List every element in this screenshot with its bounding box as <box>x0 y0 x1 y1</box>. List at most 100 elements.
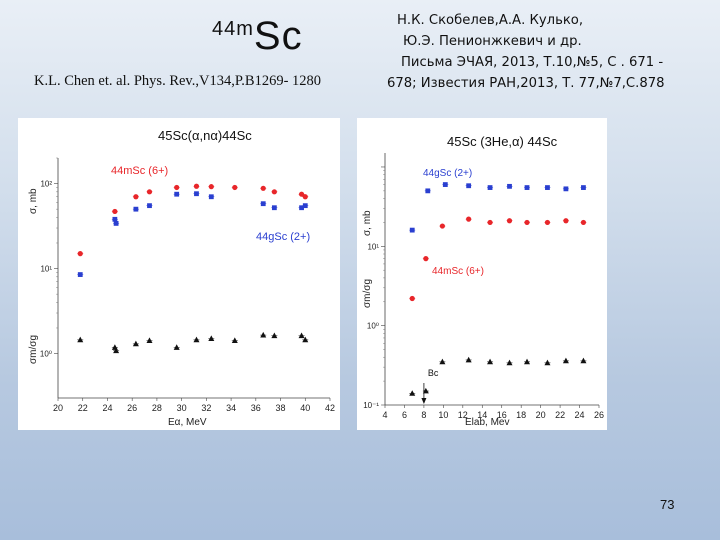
data-point <box>173 344 180 350</box>
page-number: 73 <box>660 497 675 512</box>
data-point <box>409 295 415 302</box>
data-point <box>299 205 304 211</box>
chart-right: 4 6 8 10 12 14 16 18 20 22 24 26 10⁻¹ 10⁰ 10¹ 45Sc (3He… <box>357 118 607 430</box>
y-axis-label-bottom: σm/σg <box>362 279 373 308</box>
x-tick-label: 24 <box>575 410 585 420</box>
x-tick-label: 12 <box>458 410 468 420</box>
x-tick-label: 30 <box>177 403 187 413</box>
y-tick-label: 10² <box>40 180 52 189</box>
data-point <box>580 357 587 364</box>
x-tick-label: 34 <box>226 403 236 413</box>
data-point <box>132 340 139 347</box>
data-point <box>409 390 416 396</box>
data-point <box>506 359 513 366</box>
data-point <box>133 206 139 212</box>
series-label-metastable: 44mSc (6+) <box>432 266 484 277</box>
data-point <box>524 219 530 226</box>
data-point <box>544 219 551 226</box>
chart-right-svg: 4 6 8 10 12 14 16 18 20 22 24 26 10⁻¹ 10⁰ 10¹ 45Sc (3He… <box>362 134 604 428</box>
y-axis-label-top: σ, mb <box>362 210 373 236</box>
data-point <box>465 356 472 363</box>
y-tick-label: 10¹ <box>367 242 379 251</box>
data-point <box>146 189 153 195</box>
reference-right-line: Письма ЭЧАЯ, 2013, Т.10,№5, С . 671 - <box>401 55 664 70</box>
data-point <box>260 331 267 338</box>
data-point <box>113 221 119 226</box>
data-point <box>77 272 83 277</box>
chart-title: 45Sc(α,nα)44Sc <box>158 128 252 143</box>
data-point <box>146 337 153 344</box>
x-tick-label: 36 <box>251 403 261 413</box>
series-label-metastable: 44mSc (6+) <box>111 165 168 177</box>
chart-title: 45Sc (3He,α) 44Sc <box>447 134 558 149</box>
x-axis-label: Eα, MeV <box>168 417 207 428</box>
x-tick-label: 24 <box>102 403 112 413</box>
data-point <box>77 251 83 257</box>
reference-right-line: Ю.Э. Пенионжкевич и др. <box>403 34 582 49</box>
data-point <box>466 183 472 189</box>
x-tick-label: 26 <box>594 410 604 420</box>
annotation-label: Bc <box>428 368 439 378</box>
data-point <box>562 357 569 364</box>
data-point <box>409 227 415 233</box>
data-point <box>77 336 84 343</box>
x-tick-label: 16 <box>497 410 507 420</box>
data-point <box>271 332 278 339</box>
data-point <box>544 359 551 366</box>
reference-right-line: 678; Известия РАН,2013, Т. 77,№7,С.878 <box>387 76 665 91</box>
x-tick-label: 20 <box>536 410 546 420</box>
data-point <box>298 332 305 339</box>
data-point <box>563 218 569 224</box>
annotation-arrowhead <box>421 398 427 404</box>
y-tick-label: 10⁻¹ <box>363 401 379 410</box>
x-axis-label: Elab, Mev <box>465 417 509 428</box>
data-point <box>112 216 118 222</box>
data-point <box>302 203 308 209</box>
x-tick-label: 20 <box>53 403 63 413</box>
data-point <box>487 219 493 226</box>
reference-right-line: Н.К. Скобелев,А.А. Кулько, <box>397 13 584 28</box>
data-point <box>487 358 494 365</box>
data-point <box>423 256 429 262</box>
data-point <box>174 184 180 191</box>
chart-left: 20 22 24 26 28 30 32 34 36 38 40 42 10⁰ 10¹ 10² 45Sc(α,… <box>18 118 340 430</box>
data-point <box>260 185 266 191</box>
data-point <box>260 201 266 207</box>
data-point <box>147 203 152 209</box>
data-point <box>422 387 429 394</box>
title-superscript: 44m <box>212 18 254 40</box>
x-tick-label: 28 <box>152 403 162 413</box>
data-point <box>302 336 309 343</box>
data-point <box>208 335 215 341</box>
data-point <box>194 191 199 197</box>
data-point <box>133 194 139 200</box>
data-point <box>545 185 550 190</box>
y-tick-label: 10⁰ <box>40 350 52 359</box>
data-point <box>524 185 530 190</box>
reference-right: Н.К. Скобелев,А.А. Кулько, Ю.Э. Пенионжк… <box>387 10 713 94</box>
data-point <box>112 208 118 215</box>
data-point <box>174 191 180 197</box>
y-tick-label: 10⁰ <box>367 322 379 331</box>
data-point <box>580 219 587 226</box>
data-point <box>524 358 531 365</box>
data-point <box>466 216 472 222</box>
data-point <box>563 186 569 192</box>
data-point <box>442 182 448 187</box>
data-point <box>193 183 200 189</box>
x-tick-label: 8 <box>421 410 426 420</box>
reference-left: K.L. Chen et. al. Phys. Rev.,V134,P.B126… <box>34 73 322 89</box>
data-point <box>271 189 277 195</box>
data-point <box>271 205 277 211</box>
data-point <box>487 185 493 190</box>
x-tick-label: 4 <box>382 410 387 420</box>
data-point <box>231 337 238 344</box>
data-point <box>232 184 238 191</box>
x-tick-label: 6 <box>402 410 407 420</box>
data-point <box>302 194 308 200</box>
data-point <box>439 358 446 365</box>
chart-left-svg: 20 22 24 26 28 30 32 34 36 38 40 42 10⁰ 10¹ 10² 45Sc(α,… <box>28 128 335 428</box>
data-point <box>439 223 445 229</box>
data-point <box>208 194 214 200</box>
series-label-ground: 44gSc (2+) <box>256 231 310 243</box>
